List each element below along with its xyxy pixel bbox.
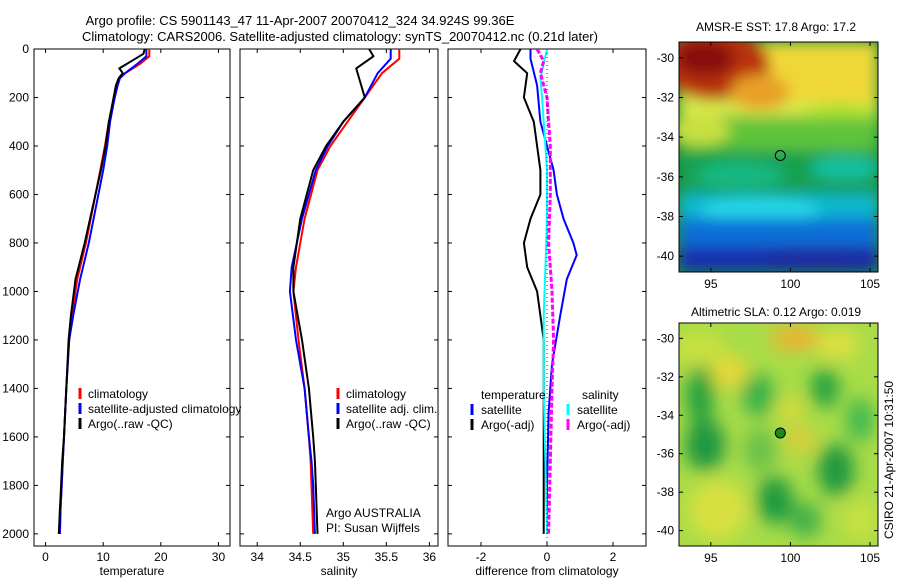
salinity-axes-frame [239, 48, 439, 547]
salinity-line-climatology [292, 49, 401, 534]
temperature-line-argo-raw-qc [57, 49, 146, 534]
temperature-ytick-label: 1200 [2, 333, 29, 347]
difference-line-salinity-argo-adj [535, 49, 556, 534]
sst_map-ytick-label: -34 [657, 130, 675, 144]
temperature-ytick-label: 200 [9, 90, 29, 104]
temperature-panel: 0 10 20 30 0 200 400 600 800 1000 1200 1400 1600 1800… [2, 42, 241, 578]
sst-map-frame [678, 41, 879, 273]
figure-title-line2: Climatology: CARS2006. Satellite-adjuste… [82, 29, 598, 44]
temperature-axes-frame [33, 48, 231, 547]
temperature-ytick-label: 600 [9, 187, 29, 201]
salinity-panel: 34 34.5 35 35.5 36 salinity climatologysatelli… [240, 48, 438, 578]
sst_map-xtick-label: 105 [860, 277, 880, 291]
difference-xtick-label: -2 [476, 550, 487, 564]
temperature-ytick-label: 1600 [2, 430, 29, 444]
sla_map-ytick-label: -36 [657, 447, 675, 461]
salinity-xtick-label: 35.5 [375, 550, 399, 564]
salinity-line-argo-raw-qc [292, 49, 375, 534]
temperature-xtick-label: 20 [154, 550, 168, 564]
salinity-xtick-label: 34 [251, 550, 265, 564]
sla-map-axes: 95 100 105 -30 -32 -34 -36 -38 -40 [657, 323, 880, 565]
sst_map-ytick-label: -32 [657, 91, 675, 105]
difference-legend-label: Argo(-adj) [481, 418, 534, 432]
sst-map-title: AMSR-E SST: 17.8 Argo: 17.2 [696, 20, 856, 34]
sla_map-ytick-label: -40 [657, 524, 675, 538]
sst-map-axes: 95 100 105 -30 -32 -34 -36 -38 -40 [657, 42, 880, 291]
sst-argo-position-marker [774, 150, 786, 161]
temperature-legend-label: satellite-adjusted climatology [88, 402, 241, 416]
temperature-ytick-label: 400 [9, 139, 29, 153]
difference-legend-label: Argo(-adj) [577, 418, 630, 432]
temperature-ytick-label: 0 [22, 42, 29, 56]
sla_map-xtick-label: 105 [860, 551, 880, 565]
temperature-ytick-label: 800 [9, 236, 29, 250]
sla_map-ytick-label: -38 [657, 485, 675, 499]
sla_map-ytick-label: -32 [657, 370, 675, 384]
salinity-xtick-label: 36 [423, 550, 437, 564]
sst_map-ytick-label: -38 [657, 209, 675, 223]
difference-xtick-label: 0 [544, 550, 551, 564]
temperature-ytick-label: 1800 [2, 478, 29, 492]
difference-xtick-label: 2 [610, 550, 617, 564]
temperature-line-satellite-adjusted-climatology [58, 49, 148, 534]
temperature-xtick-label: 0 [42, 550, 49, 564]
salinity-legend-label: satellite adj. clim. [346, 402, 437, 416]
difference-legend-label: satellite [577, 403, 618, 417]
sla_map-ytick-label: -30 [657, 331, 675, 345]
salinity-xtick-label: 35 [337, 550, 351, 564]
sla-map-title: Altimetric SLA: 0.12 Argo: 0.019 [691, 305, 861, 319]
temperature-series-group [57, 49, 151, 534]
difference-legend: temperature salinitysatelliteArgo(-adj)sa… [470, 388, 630, 432]
salinity-legend-label: climatology [346, 387, 406, 401]
sla_map-ytick-label: -34 [657, 408, 675, 422]
temperature-ytick-label: 1000 [2, 284, 29, 298]
temperature-ytick-label: 1400 [2, 381, 29, 395]
temperature-xtick-label: 30 [212, 550, 226, 564]
temperature-xlabel: temperature [100, 564, 165, 578]
difference-line-temperature-argo-adj [513, 49, 545, 534]
temperature-ytick-label: 2000 [2, 527, 29, 541]
credit-pi: PI: Susan Wijffels [326, 521, 420, 535]
credit-argo-australia: Argo AUSTRALIA [326, 506, 421, 520]
sst-map-image [679, 42, 878, 272]
difference-legend-header: salinity [582, 388, 619, 402]
sla_map-xtick-label: 100 [780, 551, 800, 565]
difference-legend-header: temperature [481, 388, 546, 402]
sla_map-xtick-label: 95 [704, 551, 718, 565]
sst_map-xtick-label: 100 [780, 277, 800, 291]
sla-map-frame [678, 322, 879, 547]
sst_map-ytick-label: -36 [657, 170, 675, 184]
salinity-xtick-label: 34.5 [289, 550, 313, 564]
sst_map-xtick-label: 95 [704, 277, 718, 291]
salinity-series-group [288, 49, 401, 534]
difference-line-temperature-satellite [529, 49, 578, 534]
salinity-xlabel: salinity [321, 564, 358, 578]
temperature-xtick-label: 10 [96, 550, 110, 564]
temperature-legend-label: climatology [88, 387, 148, 401]
csiro-timestamp-label: CSIRO 21-Apr-2007 10:31:50 [882, 381, 896, 539]
sla-argo-position-marker [774, 427, 786, 439]
difference-xlabel: difference from climatology [475, 564, 618, 578]
difference-series-group [513, 49, 578, 534]
sst_map-ytick-label: -40 [657, 249, 675, 263]
sst_map-ytick-label: -30 [657, 51, 675, 65]
salinity-legend-label: Argo(..raw -QC) [346, 417, 431, 431]
figure-title-line1: Argo profile: CS 5901143_47 11-Apr-2007 … [86, 13, 515, 28]
salinity-line-satellite-adj-clim [288, 49, 392, 534]
difference-legend-label: satellite [481, 403, 522, 417]
temperature-legend-label: Argo(..raw -QC) [88, 417, 173, 431]
